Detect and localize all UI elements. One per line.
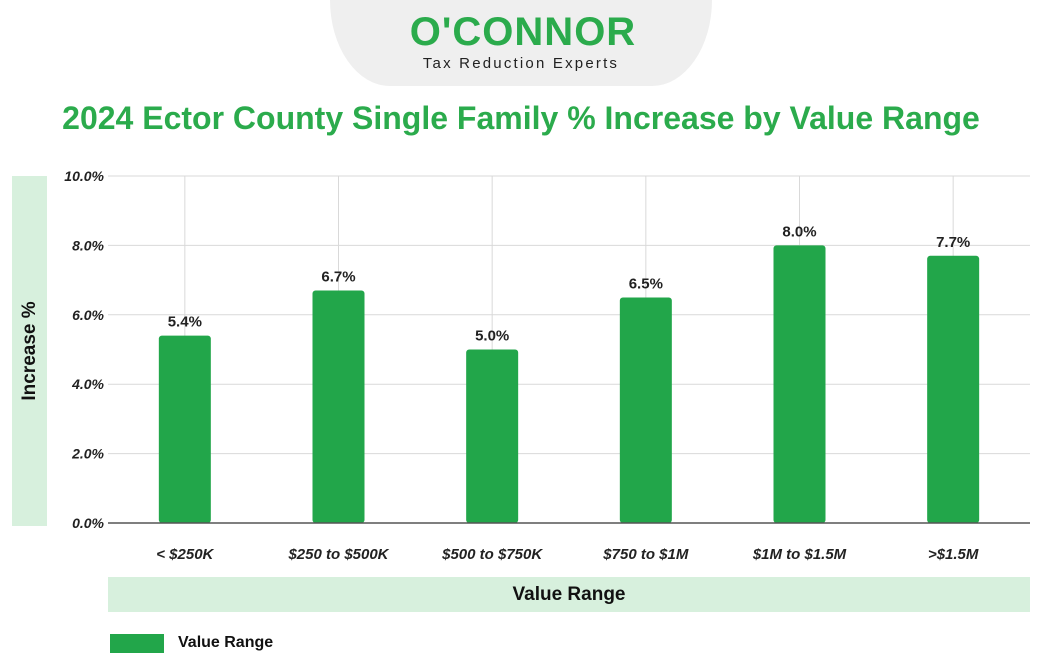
y-tick-label: 4.0%: [71, 376, 104, 392]
y-tick-label: 0.0%: [72, 515, 104, 531]
bar: [619, 297, 672, 523]
bar: [158, 335, 211, 523]
x-tick-label: $500 to $750K: [441, 546, 543, 563]
bar-value-label: 6.7%: [321, 269, 355, 286]
bar-value-label: 7.7%: [936, 234, 970, 251]
y-axis-label-band: [12, 176, 47, 526]
legend-label: Value Range: [178, 634, 274, 651]
bar: [773, 245, 826, 523]
y-tick-label: 8.0%: [72, 237, 104, 253]
oconnor-logo: O'CONNOR: [410, 10, 636, 52]
logo-tagline: Tax Reduction Experts: [422, 55, 620, 72]
chart-title: 2024 Ector County Single Family % Increa…: [62, 100, 980, 136]
bar: [927, 255, 980, 523]
bar: [312, 290, 365, 523]
bar-value-label: 5.0%: [475, 328, 509, 345]
x-tick-label: $1M to $1.5M: [752, 546, 847, 563]
logo-banner: [330, 0, 712, 86]
x-axis-label-band: [108, 577, 1030, 612]
legend: Value Range: [110, 632, 273, 654]
y-tick-label: 6.0%: [72, 307, 104, 323]
x-tick-label: >$1.5M: [928, 546, 979, 563]
x-tick-label: < $250K: [156, 546, 214, 563]
bar-value-label: 6.5%: [629, 275, 663, 292]
legend-swatch: [110, 633, 164, 653]
x-tick-label: $250 to $500K: [287, 546, 389, 563]
bar-value-label: 8.0%: [782, 223, 816, 240]
bar: [466, 349, 519, 523]
x-axis-label: Value Range: [512, 584, 626, 605]
x-tick-label: $750 to $1M: [602, 546, 689, 563]
y-tick-label: 2.0%: [71, 446, 104, 462]
logo-wordmark: O'CONNOR: [410, 10, 636, 52]
y-tick-label: 10.0%: [64, 168, 104, 184]
bar-value-label: 5.4%: [168, 314, 202, 331]
